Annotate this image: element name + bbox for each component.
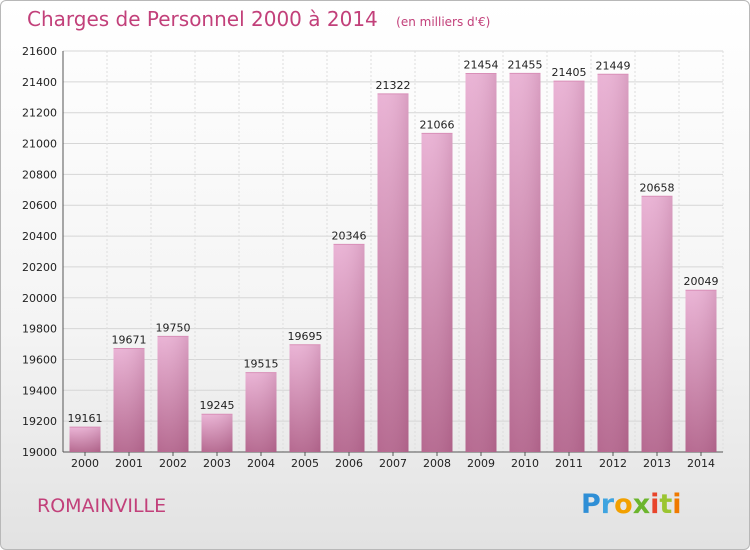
bar-shade — [245, 372, 277, 452]
bar-shade — [465, 73, 497, 452]
y-tick-label: 19000 — [22, 446, 57, 459]
data-label: 19750 — [156, 321, 191, 334]
chart-title-text: Charges de Personnel 2000 à 2014 — [27, 7, 378, 31]
bar-shade — [333, 244, 365, 452]
y-tick-label: 19400 — [22, 384, 57, 397]
x-tick-label: 2005 — [291, 457, 319, 470]
data-label: 20049 — [684, 275, 719, 288]
chart-title: Charges de Personnel 2000 à 2014 (en mil… — [27, 7, 490, 31]
bar-shade — [377, 93, 409, 452]
bar-shade — [157, 336, 189, 452]
data-label: 21322 — [376, 79, 411, 92]
x-tick-label: 2014 — [687, 457, 715, 470]
x-tick-label: 2011 — [555, 457, 583, 470]
bar-shade — [289, 344, 321, 452]
y-tick-label: 20400 — [22, 230, 57, 243]
y-tick-label: 19200 — [22, 415, 57, 428]
labels: 19000 19200 19400 19600 19800 20000 20200 20400… — [22, 45, 719, 470]
bar-shade — [553, 81, 585, 452]
x-tick-label: 2008 — [423, 457, 451, 470]
y-tick-label: 21400 — [22, 76, 57, 89]
x-tick-label: 2006 — [335, 457, 363, 470]
data-label: 20658 — [640, 181, 675, 194]
x-tick-label: 2013 — [643, 457, 671, 470]
x-tick-label: 2009 — [467, 457, 495, 470]
data-label: 19515 — [244, 358, 279, 371]
data-label: 21454 — [464, 59, 499, 72]
y-tick-label: 20000 — [22, 292, 57, 305]
bar-shade — [69, 427, 101, 452]
y-tick-label: 21600 — [22, 45, 57, 58]
x-tick-label: 2002 — [159, 457, 187, 470]
data-label: 20346 — [332, 229, 367, 242]
y-tick-label: 21200 — [22, 107, 57, 120]
x-tick-label: 2004 — [247, 457, 275, 470]
bar-shade — [113, 348, 145, 452]
bar-shade — [509, 73, 541, 452]
y-tick-label: 20600 — [22, 199, 57, 212]
y-tick-label: 19600 — [22, 353, 57, 366]
chart-unit-label: (en milliers d'€) — [396, 15, 491, 29]
city-name: ROMAINVILLE — [37, 495, 167, 517]
data-label: 19671 — [112, 334, 147, 347]
data-label: 21405 — [552, 66, 587, 79]
x-tick-label: 2007 — [379, 457, 407, 470]
y-tick-label: 19800 — [22, 323, 57, 336]
data-label: 19695 — [288, 330, 323, 343]
bars — [69, 72, 717, 452]
x-tick-label: 2003 — [203, 457, 231, 470]
bar-shade — [201, 414, 233, 452]
y-tick-label: 20200 — [22, 261, 57, 274]
data-label: 21449 — [596, 59, 631, 72]
bar-shade — [421, 133, 453, 452]
x-tick-label: 2001 — [115, 457, 143, 470]
data-label: 21455 — [508, 58, 543, 71]
y-tick-label: 21000 — [22, 138, 57, 151]
bar-shade — [597, 74, 629, 452]
y-tick-label: 20800 — [22, 168, 57, 181]
proxiti-logo: Proxiti — [581, 489, 682, 520]
x-tick-label: 2010 — [511, 457, 539, 470]
data-label: 19245 — [200, 399, 235, 412]
data-label: 21066 — [420, 118, 455, 131]
data-label: 19161 — [68, 412, 103, 425]
bar-shade — [685, 290, 717, 452]
x-tick-label: 2012 — [599, 457, 627, 470]
bar-shade — [641, 196, 673, 452]
x-tick-label: 2000 — [71, 457, 99, 470]
